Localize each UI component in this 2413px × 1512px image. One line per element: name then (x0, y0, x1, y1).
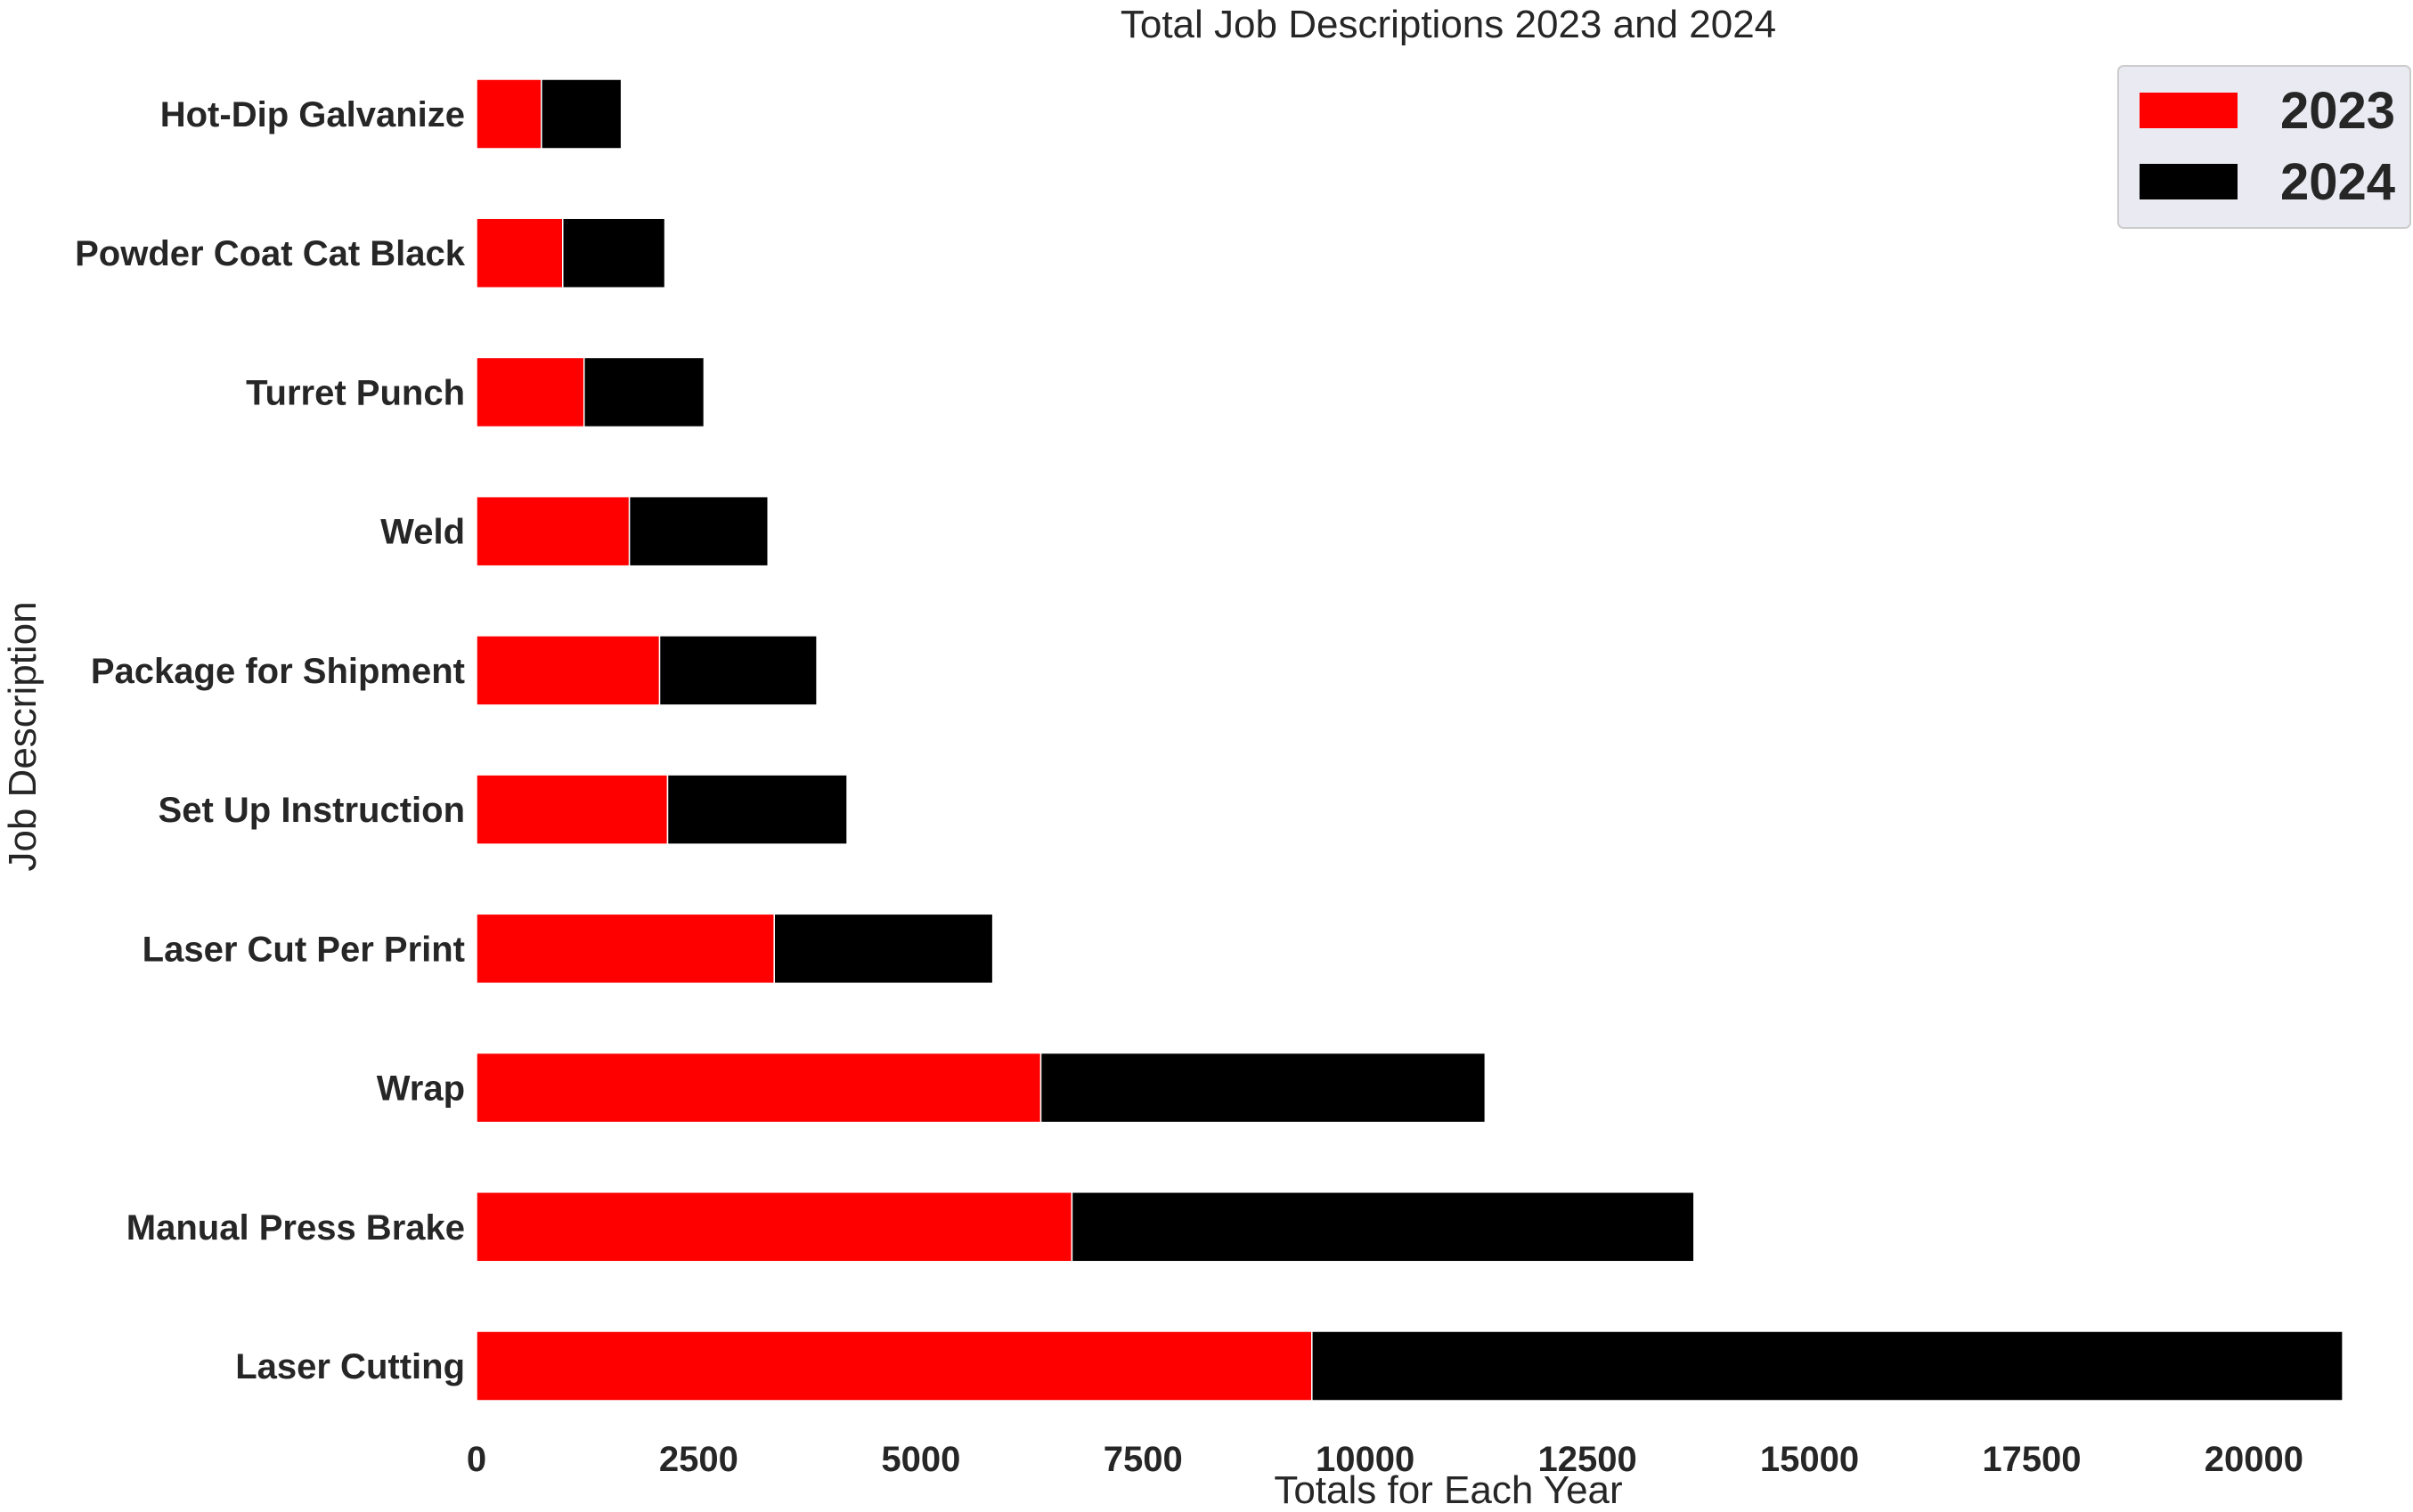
category-label: Laser Cut Per Print (143, 930, 465, 969)
x-axis-label: Totals for Each Year (1274, 1468, 1622, 1512)
category-label: Set Up Instruction (159, 791, 465, 830)
bar-2023-turret-punch (476, 356, 585, 428)
bars-group (476, 78, 2344, 1402)
category-label: Powder Coat Cat Black (75, 234, 466, 273)
bar-2024-weld (628, 495, 769, 567)
x-tick-label: 7500 (1104, 1440, 1183, 1479)
bar-2024-manual-press-brake (1071, 1191, 1695, 1263)
legend-label-2023: 2023 (2280, 82, 2395, 140)
x-tick-label: 0 (467, 1440, 486, 1479)
category-label: Weld (380, 513, 465, 552)
x-tick-label: 15000 (1760, 1440, 1859, 1479)
bar-2024-wrap (1039, 1052, 1487, 1124)
bar-2023-wrap (476, 1052, 1042, 1124)
category-label: Laser Cutting (235, 1347, 465, 1386)
category-labels: Laser Cutting Manual Press Brake Wrap Laser… (75, 95, 466, 1386)
category-label: Turret Punch (246, 373, 465, 412)
x-tick-labels: 0 2500 5000 7500 10000 12500 15000 17500 20000 (467, 1440, 2303, 1479)
category-label: Manual Press Brake (126, 1208, 465, 1248)
bar-2024-laser-cut-per-print (773, 913, 994, 985)
x-tick-label: 2500 (659, 1440, 738, 1479)
legend-swatch-2024 (2140, 164, 2238, 199)
bar-2023-laser-cutting (476, 1330, 1313, 1402)
bar-2023-laser-cut-per-print (476, 913, 775, 985)
category-label: Hot-Dip Galvanize (160, 95, 465, 134)
bar-2024-set-up-instruction (666, 774, 848, 845)
bar-2024-laser-cutting (1311, 1330, 2344, 1402)
bar-2024-package-for-shipment (658, 635, 818, 706)
x-tick-label: 12500 (1537, 1440, 1636, 1479)
y-axis-label: Job Description (1, 601, 45, 871)
bar-2023-package-for-shipment (476, 635, 661, 706)
bar-2023-set-up-instruction (476, 774, 669, 845)
bar-2023-hot-dip-galvanize (476, 78, 542, 150)
category-label: Wrap (377, 1069, 465, 1109)
legend-label-2024: 2024 (2280, 153, 2395, 211)
bar-2024-powder-coat-cat-black (562, 217, 666, 289)
legend-swatch-2023 (2140, 93, 2238, 128)
bar-2023-powder-coat-cat-black (476, 217, 564, 289)
legend: 2023 2024 (2117, 65, 2411, 229)
bar-2023-manual-press-brake (476, 1191, 1073, 1263)
x-tick-label: 10000 (1316, 1440, 1414, 1479)
x-tick-label: 20000 (2205, 1440, 2303, 1479)
x-tick-label: 17500 (1982, 1440, 2081, 1479)
chart-title: Total Job Descriptions 2023 and 2024 (1121, 3, 1776, 46)
category-label: Package for Shipment (91, 652, 465, 691)
x-tick-label: 5000 (881, 1440, 960, 1479)
bar-2024-turret-punch (583, 356, 705, 428)
bar-2023-weld (476, 495, 631, 567)
bar-2024-hot-dip-galvanize (541, 78, 623, 150)
